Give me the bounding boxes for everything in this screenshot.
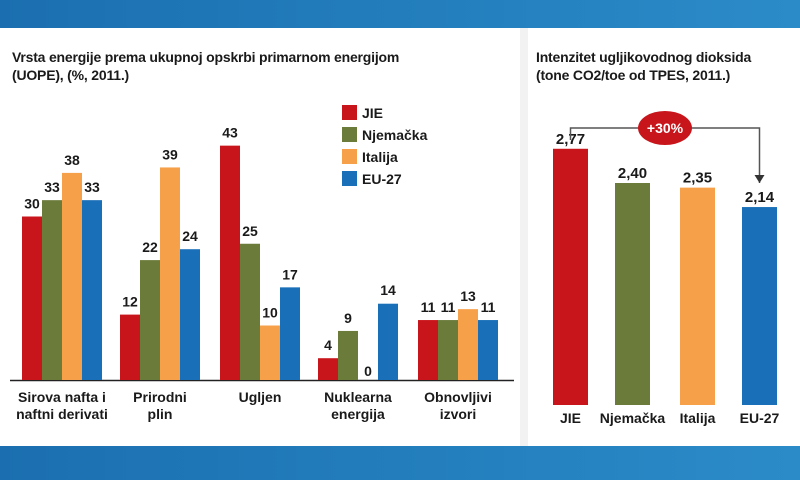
bar-4-3 xyxy=(478,320,498,380)
category-label-2-0: Ugljen xyxy=(239,389,282,405)
right-value-label-3: 2,14 xyxy=(745,189,775,206)
top-band xyxy=(0,0,800,28)
value-label-3-0: 4 xyxy=(324,337,332,353)
value-label-4-3: 11 xyxy=(481,299,496,315)
left-title-line1: Vrsta energije prema ukupnoj opskrbi pri… xyxy=(12,49,400,65)
legend-swatch-1 xyxy=(342,127,357,142)
bar-4-0 xyxy=(418,320,438,380)
value-label-0-0: 30 xyxy=(24,196,40,212)
category-label-0-0: Sirova nafta i xyxy=(18,389,106,405)
right-value-label-1: 2,40 xyxy=(618,165,647,182)
bar-0-2 xyxy=(62,172,82,380)
legend-swatch-2 xyxy=(342,149,357,164)
bar-3-3 xyxy=(378,303,398,380)
value-label-4-2: 13 xyxy=(460,288,476,304)
right-bar-2 xyxy=(680,187,715,405)
right-title-line2: (tone CO2/toe od TPES, 2011.) xyxy=(536,67,731,83)
value-label-3-2: 0 xyxy=(364,363,372,379)
left-chart-title: Vrsta energije prema ukupnoj opskrbi pri… xyxy=(12,48,399,84)
right-value-label-2: 2,35 xyxy=(683,170,712,187)
legend-swatch-3 xyxy=(342,171,357,186)
bar-1-3 xyxy=(180,249,200,380)
legend-label-2: Italija xyxy=(362,149,398,165)
category-label-4-1: izvori xyxy=(440,406,477,422)
legend-label-3: EU-27 xyxy=(362,171,402,187)
right-bar-0 xyxy=(553,148,588,405)
value-label-2-1: 25 xyxy=(242,223,258,239)
value-label-1-3: 24 xyxy=(182,228,198,244)
right-chart-title: Intenzitet ugljikovodnog dioksida (tone … xyxy=(536,48,751,84)
category-label-1-0: Prirodni xyxy=(133,389,187,405)
bar-1-2 xyxy=(160,167,180,380)
bar-0-3 xyxy=(82,200,102,380)
bar-2-0 xyxy=(220,145,240,380)
value-label-2-0: 43 xyxy=(222,125,238,141)
bar-1-0 xyxy=(120,314,140,380)
legend-swatch-0 xyxy=(342,105,357,120)
value-label-2-3: 17 xyxy=(282,266,298,282)
category-label-3-1: energija xyxy=(331,406,385,422)
bar-0-0 xyxy=(22,216,42,380)
bar-2-2 xyxy=(260,325,280,380)
value-label-4-1: 11 xyxy=(441,299,456,315)
bar-2-1 xyxy=(240,243,260,380)
right-bar-3 xyxy=(742,207,777,405)
right-category-label-3: EU-27 xyxy=(740,410,780,426)
value-label-1-1: 22 xyxy=(142,239,158,255)
value-label-0-3: 33 xyxy=(84,179,100,195)
right-bar-1 xyxy=(615,183,650,405)
value-label-0-2: 38 xyxy=(64,152,80,168)
category-label-1-1: plin xyxy=(148,406,173,422)
value-label-1-0: 12 xyxy=(122,294,138,310)
bottom-band xyxy=(0,446,800,480)
right-category-label-1: Njemačka xyxy=(600,410,666,426)
bar-0-1 xyxy=(42,200,62,380)
value-label-2-2: 10 xyxy=(262,305,278,321)
legend-label-1: Njemačka xyxy=(362,127,428,143)
bar-3-1 xyxy=(338,330,358,380)
right-category-label-2: Italija xyxy=(680,410,716,426)
category-label-0-1: naftni derivati xyxy=(16,406,108,422)
value-label-3-1: 9 xyxy=(344,310,352,326)
legend-label-0: JIE xyxy=(362,105,383,121)
right-title-line1: Intenzitet ugljikovodnog dioksida xyxy=(536,49,752,65)
bar-2-3 xyxy=(280,287,300,380)
bar-4-1 xyxy=(438,320,458,380)
value-label-1-2: 39 xyxy=(162,146,178,162)
value-label-0-1: 33 xyxy=(44,179,60,195)
value-label-4-0: 11 xyxy=(421,299,436,315)
bar-1-1 xyxy=(140,260,160,380)
value-label-3-3: 14 xyxy=(380,282,396,298)
left-title-line2: (UOPE), (%, 2011.) xyxy=(12,67,129,83)
bar-4-2 xyxy=(458,309,478,380)
category-label-4-0: Obnovljivi xyxy=(424,389,492,405)
annotation-arrowhead xyxy=(754,175,765,184)
right-category-label-0: JIE xyxy=(560,410,581,426)
annotation-badge xyxy=(638,111,692,145)
category-label-3-0: Nuklearna xyxy=(324,389,392,405)
annotation-label: +30% xyxy=(647,120,684,136)
bar-3-0 xyxy=(318,358,338,380)
